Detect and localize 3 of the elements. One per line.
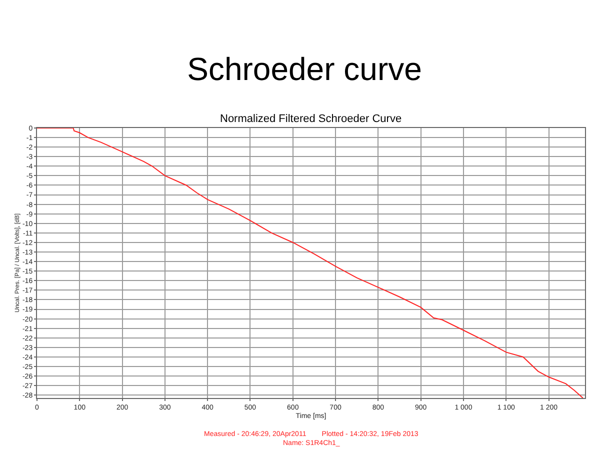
- line-series: [37, 128, 584, 398]
- chart-subtitle: Normalized Filtered Schroeder Curve: [220, 113, 402, 125]
- chart-title: Schroeder curve: [187, 51, 422, 88]
